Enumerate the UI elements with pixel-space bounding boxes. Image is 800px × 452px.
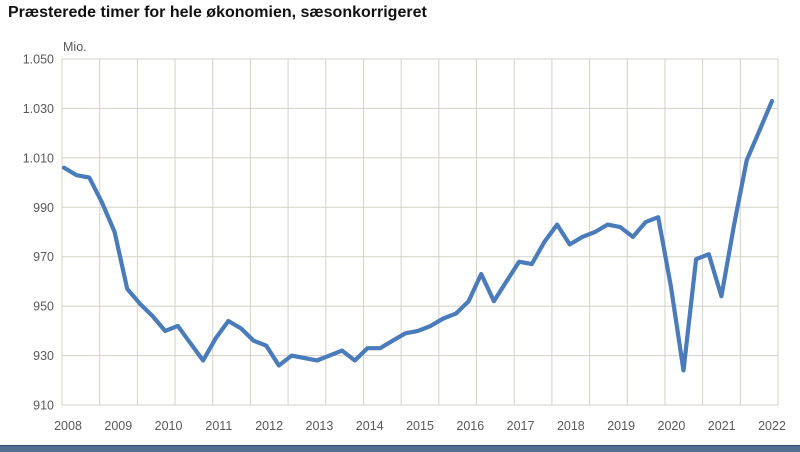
x-tick-label: 2010 [155, 419, 183, 433]
x-tick-label: 2020 [658, 419, 686, 433]
y-tick-label: 910 [33, 399, 54, 413]
x-tick-label: 2008 [54, 419, 82, 433]
x-tick-label: 2012 [255, 419, 283, 433]
y-tick-label: 950 [33, 300, 54, 314]
data-line-hours-worked [61, 98, 775, 373]
x-tick-label: 2013 [306, 419, 334, 433]
x-tick-label: 2015 [406, 419, 434, 433]
x-tick-label: 2009 [104, 419, 132, 433]
y-tick-label: 1.030 [23, 102, 54, 116]
x-tick-label: 2018 [557, 419, 585, 433]
x-tick-label: 2022 [758, 419, 786, 433]
x-tick-label: 2017 [507, 419, 535, 433]
y-tick-label: 930 [33, 349, 54, 363]
y-tick-label: 1.010 [23, 151, 54, 165]
y-axis-unit-label: Mio. [63, 40, 87, 54]
x-tick-label: 2011 [205, 419, 232, 433]
bottom-accent-bar [0, 445, 800, 452]
x-tick-label: 2021 [708, 419, 736, 433]
y-tick-label: 970 [33, 250, 54, 264]
x-tick-label: 2019 [607, 419, 635, 433]
x-tick-label: 2014 [356, 419, 384, 433]
y-tick-label: 1.050 [23, 53, 54, 67]
chart-title: Præsterede timer for hele økonomien, sæs… [8, 4, 427, 21]
y-tick-label: 990 [33, 201, 54, 215]
x-tick-label: 2016 [456, 419, 484, 433]
